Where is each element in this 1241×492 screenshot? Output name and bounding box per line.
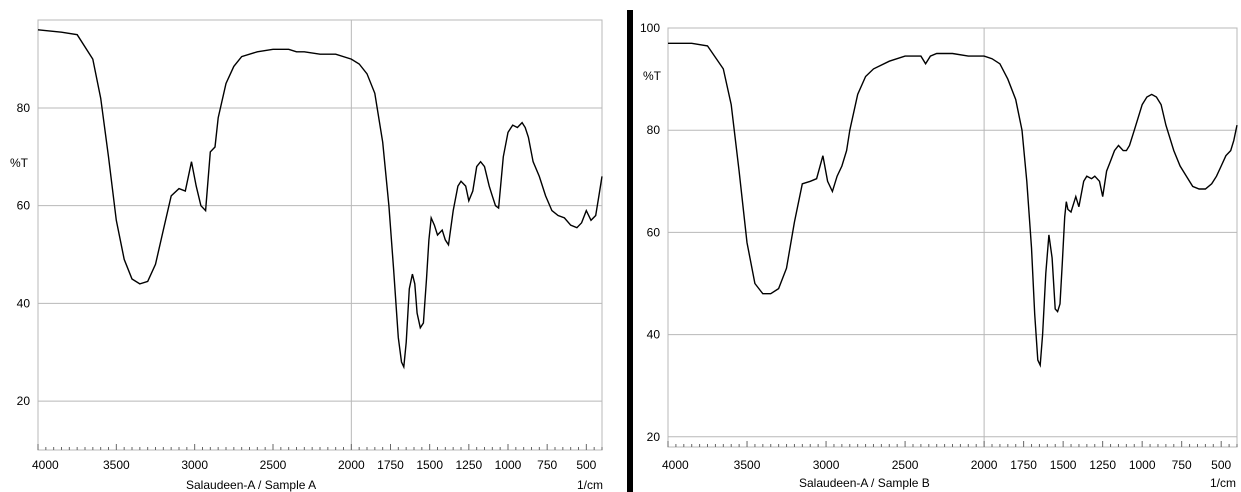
x-tick-label: 750 — [537, 458, 557, 472]
y-tick-label: 20 — [647, 430, 661, 444]
x-tick-label: 500 — [576, 458, 596, 472]
x-tick-label: 1250 — [455, 458, 482, 472]
x-unit-label: 1/cm — [577, 478, 603, 492]
plot-frame — [37, 19, 603, 451]
y-tick-label: 80 — [647, 123, 661, 137]
x-tick-label: 4000 — [662, 458, 689, 472]
transmittance-line — [668, 42, 1238, 368]
y-tick-label: 60 — [647, 225, 661, 239]
y-tick-label: 100 — [640, 21, 660, 35]
x-tick-label: 1500 — [1050, 458, 1077, 472]
spectrum-panel-a: 20 40 60 80 4000 3500 3000 2500 2000 1750 1500 125… — [10, 19, 603, 492]
panel-divider — [627, 10, 633, 492]
y-tick-labels: 20 40 60 80 — [17, 101, 31, 408]
spectrum-panel-b: 20 40 60 80 100 4000 3500 3000 2500 2000 1750 1500… — [640, 21, 1238, 490]
sample-caption: Salaudeen-A / Sample A — [186, 478, 316, 492]
x-tick-label: 3000 — [181, 458, 208, 472]
x-tick-label: 2000 — [338, 458, 365, 472]
y-tick-label: 40 — [17, 296, 31, 310]
x-tick-label: 4000 — [32, 458, 59, 472]
x-tick-label: 500 — [1211, 458, 1231, 472]
y-axis-label: %T — [643, 69, 662, 83]
y-tick-label: 20 — [17, 394, 31, 408]
x-tick-label: 2500 — [260, 458, 287, 472]
y-gridlines — [668, 27, 1237, 438]
x-tick-label: 1500 — [416, 458, 443, 472]
y-tick-label: 80 — [17, 101, 31, 115]
y-axis-label: %T — [10, 156, 29, 170]
x-tick-label: 750 — [1172, 458, 1192, 472]
x-minor-ticks — [667, 441, 1238, 447]
plot-frame — [667, 27, 1238, 448]
x-tick-label: 2500 — [892, 458, 919, 472]
x-tick-label: 1750 — [377, 458, 404, 472]
x-tick-labels: 4000 3500 3000 2500 2000 1750 1500 1250 1000 750 5… — [662, 458, 1232, 472]
y-gridlines — [38, 107, 602, 402]
sample-caption: Salaudeen-A / Sample B — [799, 476, 930, 490]
x-tick-label: 2000 — [971, 458, 998, 472]
x-unit-label: 1/cm — [1210, 476, 1236, 490]
x-tick-label: 1250 — [1089, 458, 1116, 472]
x-tick-label: 1000 — [1129, 458, 1156, 472]
x-tick-label: 1750 — [1010, 458, 1037, 472]
x-tick-label: 3500 — [734, 458, 761, 472]
y-tick-label: 60 — [17, 199, 31, 213]
x-minor-ticks — [37, 444, 603, 450]
transmittance-line — [37, 29, 603, 370]
x-tick-labels: 4000 3500 3000 2500 2000 1750 1500 1250 1000 750 5… — [32, 458, 597, 472]
x-tick-label: 1000 — [495, 458, 522, 472]
x-tick-label: 3000 — [813, 458, 840, 472]
y-tick-labels: 20 40 60 80 100 — [640, 21, 660, 444]
x-tick-label: 3500 — [103, 458, 130, 472]
y-tick-label: 40 — [647, 328, 661, 342]
